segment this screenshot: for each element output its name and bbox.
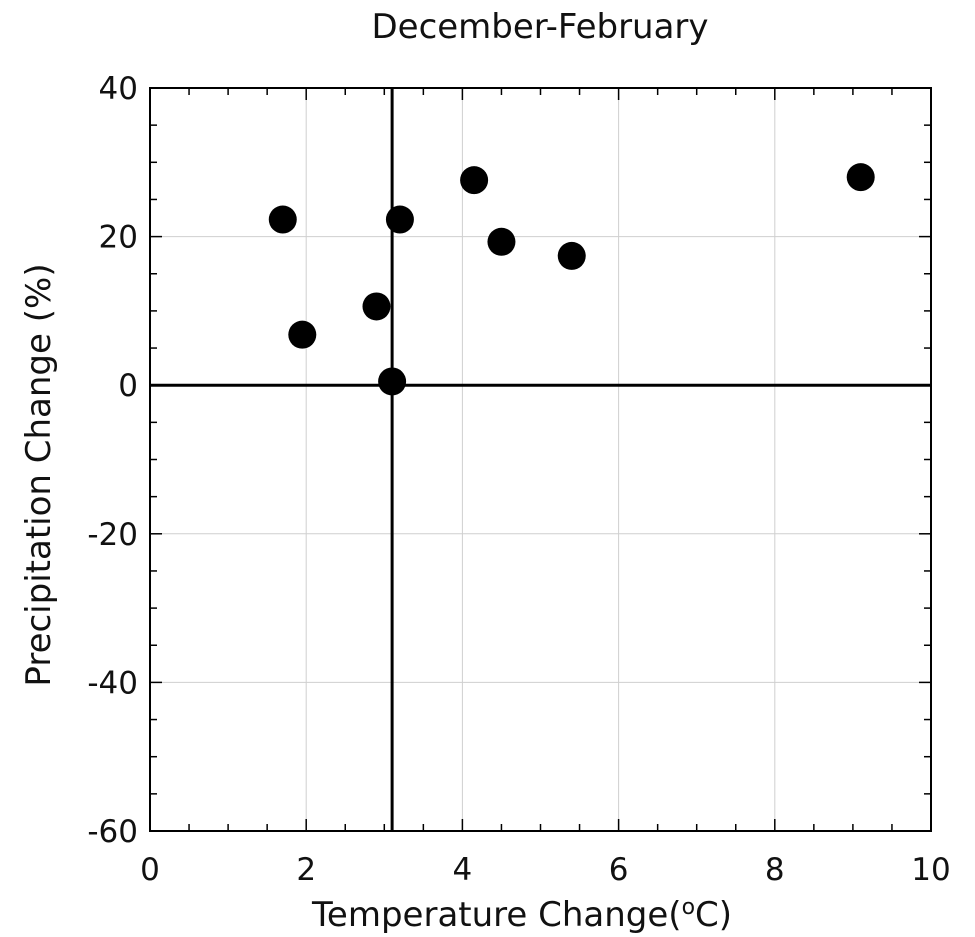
x-axis-label-suffix: C) xyxy=(695,895,732,935)
x-axis-label-superscript: o xyxy=(682,895,695,920)
y-tick-label: -60 xyxy=(87,814,138,850)
x-tick-label: 10 xyxy=(911,852,950,888)
y-axis-label: Precipitation Change (%) xyxy=(19,263,59,686)
scatter-point xyxy=(385,205,414,234)
chart-title: December-February xyxy=(371,7,708,47)
minor-ticks xyxy=(149,87,932,832)
reference-lines xyxy=(150,88,931,831)
x-axis-label-main: Temperature Change( xyxy=(311,895,682,935)
x-tick-labels: 0 2 4 6 8 10 xyxy=(140,852,951,888)
scatter-point xyxy=(846,163,875,192)
x-tick-label: 2 xyxy=(296,852,316,888)
scatter-point xyxy=(268,205,297,234)
y-tick-label: 0 xyxy=(118,368,138,404)
y-tick-labels: -60 -40 -20 0 20 40 xyxy=(87,71,138,850)
plot-frame xyxy=(149,87,932,832)
gridlines xyxy=(150,88,931,831)
y-tick-label: 20 xyxy=(99,220,138,256)
scatter-point xyxy=(487,227,516,256)
x-tick-label: 0 xyxy=(140,852,160,888)
y-tick-label: 40 xyxy=(99,71,138,107)
scatter-point xyxy=(378,367,407,396)
x-tick-label: 8 xyxy=(765,852,785,888)
x-tick-label: 4 xyxy=(453,852,473,888)
scatter-point xyxy=(362,292,391,321)
x-axis-label: Temperature Change(oC) xyxy=(311,895,732,936)
x-tick-label: 6 xyxy=(609,852,629,888)
scatter-point xyxy=(557,241,586,270)
data-points xyxy=(268,163,875,396)
scatter-point xyxy=(288,320,317,349)
y-tick-label: -40 xyxy=(87,665,138,701)
scatter-point xyxy=(460,166,489,195)
y-tick-label: -20 xyxy=(87,517,138,553)
